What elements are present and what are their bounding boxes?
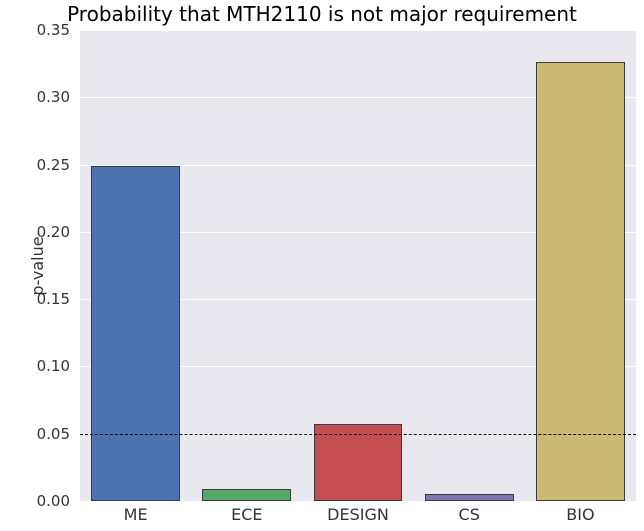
- chart-title: Probability that MTH2110 is not major re…: [0, 2, 644, 26]
- x-tick-label: ME: [124, 505, 148, 524]
- y-tick-label: 0.00: [0, 492, 70, 510]
- y-tick-label: 0.35: [0, 21, 70, 39]
- x-tick-label: ECE: [231, 505, 262, 524]
- bar-bio: [536, 62, 625, 501]
- x-tick-label: BIO: [566, 505, 594, 524]
- x-tick-label: DESIGN: [327, 505, 389, 524]
- y-tick-label: 0.20: [0, 223, 70, 241]
- reference-line: [80, 434, 636, 435]
- y-tick-label: 0.15: [0, 290, 70, 308]
- plot-area: [80, 30, 636, 501]
- y-tick-label: 0.10: [0, 357, 70, 375]
- bar-cs: [425, 494, 514, 501]
- y-tick-label: 0.25: [0, 156, 70, 174]
- probability-bar-chart: Probability that MTH2110 is not major re…: [0, 0, 644, 531]
- bar-me: [91, 166, 180, 501]
- grid-line: [80, 30, 636, 31]
- x-tick-label: CS: [459, 505, 480, 524]
- y-tick-label: 0.30: [0, 88, 70, 106]
- bar-ece: [202, 489, 291, 501]
- bar-design: [314, 424, 403, 501]
- y-axis-label: p-value: [28, 236, 47, 295]
- y-tick-label: 0.05: [0, 425, 70, 443]
- grid-line: [80, 501, 636, 502]
